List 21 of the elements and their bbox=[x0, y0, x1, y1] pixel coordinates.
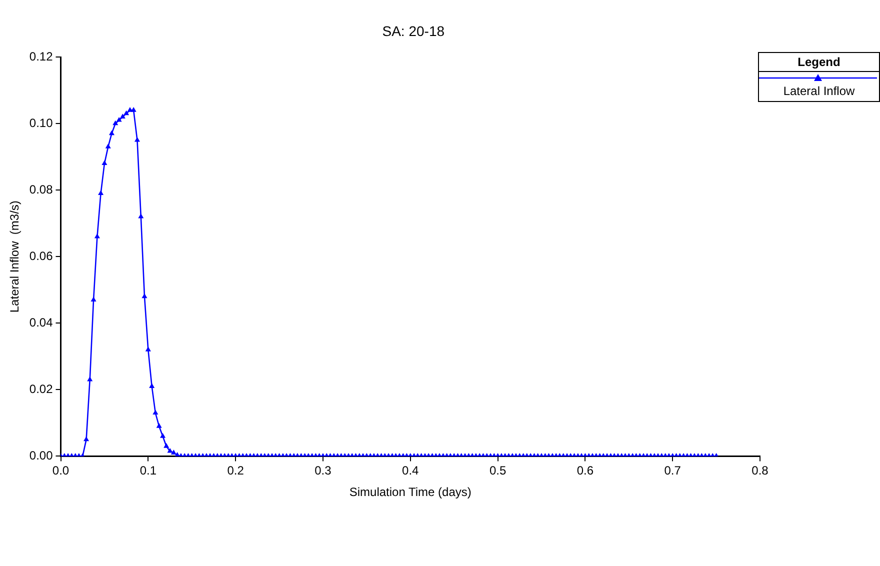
y-tick-label: 0.02 bbox=[29, 382, 54, 396]
y-tick-label: 0.10 bbox=[29, 116, 54, 130]
y-tick-label: 0.04 bbox=[29, 315, 54, 330]
x-tick-label: 0.7 bbox=[664, 464, 682, 478]
y-tick-label: 0.06 bbox=[29, 248, 54, 263]
x-tick-label: 0.5 bbox=[489, 464, 506, 478]
y-tick-label: 0.08 bbox=[29, 182, 54, 196]
chart-title: SA: 20-18 bbox=[382, 22, 445, 39]
y-axis-title: Lateral Inflow (m3/s) bbox=[8, 200, 22, 313]
legend-label: Lateral Inflow bbox=[782, 84, 856, 100]
y-tick-label: 0.12 bbox=[29, 49, 54, 64]
x-tick-label: 0.8 bbox=[752, 464, 769, 478]
x-tick-label: 0.0 bbox=[52, 464, 70, 478]
x-tick-label: 0.4 bbox=[402, 464, 420, 478]
y-tick-label: 0.00 bbox=[29, 448, 54, 463]
legend-title: Legend bbox=[759, 53, 879, 72]
x-tick-label: 0.3 bbox=[314, 464, 332, 478]
x-tick-label: 0.6 bbox=[576, 464, 594, 478]
x-tick-label: 0.2 bbox=[227, 464, 244, 478]
x-tick-label: 0.1 bbox=[140, 464, 157, 478]
x-axis-title: Simulation Time (days) bbox=[349, 485, 472, 500]
